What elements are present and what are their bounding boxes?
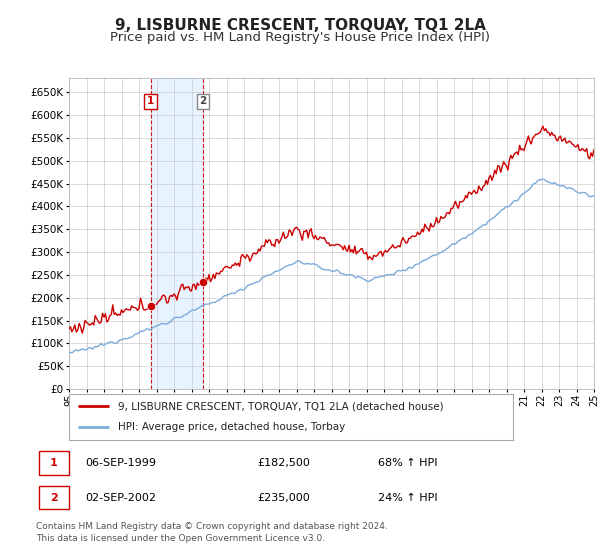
Text: 68% ↑ HPI: 68% ↑ HPI (378, 458, 438, 468)
Text: Contains HM Land Registry data © Crown copyright and database right 2024.
This d: Contains HM Land Registry data © Crown c… (36, 522, 388, 543)
Text: 24% ↑ HPI: 24% ↑ HPI (378, 493, 438, 502)
Text: 2: 2 (50, 493, 58, 502)
Text: 2: 2 (200, 96, 207, 106)
Text: 1: 1 (50, 458, 58, 468)
Text: 9, LISBURNE CRESCENT, TORQUAY, TQ1 2LA: 9, LISBURNE CRESCENT, TORQUAY, TQ1 2LA (115, 18, 485, 33)
Text: 06-SEP-1999: 06-SEP-1999 (86, 458, 157, 468)
Text: 9, LISBURNE CRESCENT, TORQUAY, TQ1 2LA (detached house): 9, LISBURNE CRESCENT, TORQUAY, TQ1 2LA (… (118, 401, 443, 411)
Text: HPI: Average price, detached house, Torbay: HPI: Average price, detached house, Torb… (118, 422, 345, 432)
Text: 1: 1 (147, 96, 154, 106)
Text: £182,500: £182,500 (257, 458, 310, 468)
Text: Price paid vs. HM Land Registry's House Price Index (HPI): Price paid vs. HM Land Registry's House … (110, 31, 490, 44)
FancyBboxPatch shape (39, 451, 69, 474)
Text: £235,000: £235,000 (257, 493, 310, 502)
Bar (151, 78, 203, 389)
FancyBboxPatch shape (39, 486, 69, 509)
Text: 02-SEP-2002: 02-SEP-2002 (86, 493, 157, 502)
